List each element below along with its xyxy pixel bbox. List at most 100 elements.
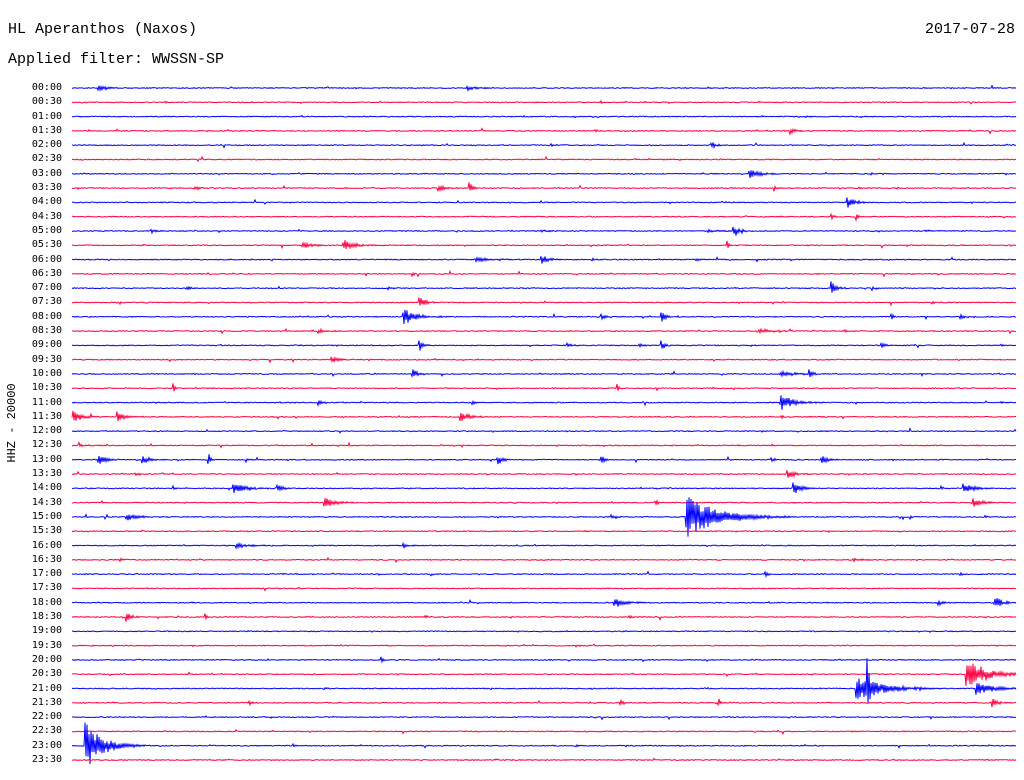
trace-time-label: 19:00 bbox=[31, 625, 62, 637]
trace-time-label: 20:00 bbox=[31, 653, 62, 665]
trace-time-label: 16:00 bbox=[31, 539, 62, 551]
seismic-trace-0000 bbox=[72, 84, 1017, 93]
trace-time-label: 05:30 bbox=[31, 239, 62, 251]
seismic-trace-0900 bbox=[71, 340, 1017, 351]
trace-time-label: 03:00 bbox=[31, 167, 62, 179]
trace-time-label: 06:30 bbox=[31, 267, 62, 279]
trace-time-label: 11:00 bbox=[31, 396, 62, 408]
seismic-trace-0600 bbox=[71, 256, 1017, 264]
trace-time-label: 22:30 bbox=[31, 725, 62, 737]
seismic-trace-0730 bbox=[71, 297, 1017, 307]
trace-time-label: 09:00 bbox=[31, 339, 62, 351]
seismic-trace-1730 bbox=[71, 586, 1017, 592]
trace-time-label: 16:30 bbox=[31, 553, 62, 565]
trace-time-label: 23:00 bbox=[31, 739, 62, 751]
trace-time-label: 00:30 bbox=[31, 96, 62, 108]
seismic-trace-0200 bbox=[71, 141, 1017, 150]
seismic-trace-1000 bbox=[71, 369, 1017, 378]
seismic-trace-0030 bbox=[71, 99, 1017, 105]
seismic-trace-0300 bbox=[71, 170, 1017, 178]
seismic-trace-0500 bbox=[71, 226, 1017, 236]
seismic-trace-2100 bbox=[71, 658, 1017, 703]
seismic-trace-1530 bbox=[71, 529, 1017, 534]
seismic-trace-2130 bbox=[71, 698, 1017, 708]
seismic-trace-1900 bbox=[71, 629, 1017, 634]
trace-time-label: 21:30 bbox=[31, 696, 62, 708]
seismic-trace-1930 bbox=[71, 643, 1016, 648]
trace-time-label: 20:30 bbox=[31, 668, 62, 680]
seismic-trace-1330 bbox=[71, 470, 1017, 479]
seismic-trace-1630 bbox=[71, 556, 1017, 564]
seismic-trace-1100 bbox=[71, 395, 1017, 410]
seismic-trace-0230 bbox=[71, 155, 1017, 163]
trace-time-label: 15:00 bbox=[31, 510, 62, 522]
trace-time-label: 14:30 bbox=[31, 496, 62, 508]
record-date: 2017-07-28 bbox=[924, 21, 1015, 38]
seismic-trace-2300 bbox=[71, 722, 1017, 765]
trace-time-label: 15:30 bbox=[31, 525, 62, 537]
trace-time-label: 00:00 bbox=[31, 82, 62, 93]
seismic-trace-1130 bbox=[71, 410, 1017, 422]
trace-time-label: 21:00 bbox=[31, 682, 62, 694]
seismic-trace-0400 bbox=[71, 197, 1017, 208]
trace-time-label: 06:00 bbox=[31, 253, 62, 265]
seismic-trace-0530 bbox=[72, 240, 1017, 250]
trace-time-label: 08:30 bbox=[31, 325, 62, 337]
seismic-trace-0930 bbox=[71, 355, 1017, 364]
filter-label: Applied filter: WWSSN-SP bbox=[8, 51, 225, 68]
trace-time-label: 09:30 bbox=[31, 353, 62, 365]
seismic-trace-2200 bbox=[71, 715, 1017, 721]
trace-time-label: 13:00 bbox=[31, 453, 62, 465]
trace-time-label: 18:00 bbox=[31, 596, 62, 608]
seismic-trace-0330 bbox=[71, 182, 1017, 193]
seismic-trace-1230 bbox=[72, 441, 1017, 449]
trace-time-label: 12:00 bbox=[31, 425, 62, 437]
seismic-trace-1030 bbox=[71, 383, 1017, 392]
seismic-trace-1600 bbox=[71, 541, 1017, 550]
seismic-trace-1430 bbox=[72, 498, 1017, 507]
seismic-trace-1800 bbox=[72, 598, 1017, 607]
trace-time-label: 18:30 bbox=[31, 611, 62, 623]
seismic-trace-2330 bbox=[71, 757, 1017, 762]
trace-time-label: 17:00 bbox=[31, 568, 62, 580]
seismic-trace-1700 bbox=[71, 570, 1017, 579]
seismic-trace-0700 bbox=[71, 281, 1017, 293]
trace-time-label: 01:00 bbox=[31, 110, 62, 122]
seismic-trace-1400 bbox=[71, 482, 1016, 494]
trace-time-label: 05:00 bbox=[31, 224, 62, 236]
trace-time-label: 13:30 bbox=[31, 468, 62, 480]
trace-time-label: 11:30 bbox=[31, 410, 62, 422]
trace-time-label: 22:00 bbox=[31, 711, 62, 723]
trace-time-label: 03:30 bbox=[31, 182, 62, 194]
seismic-trace-0130 bbox=[71, 127, 1017, 137]
seismic-trace-2030 bbox=[71, 663, 1017, 686]
trace-time-label: 14:00 bbox=[31, 482, 62, 494]
seismic-trace-1500 bbox=[71, 497, 1017, 537]
seismic-trace-0800 bbox=[71, 309, 1017, 324]
trace-time-label: 07:00 bbox=[31, 282, 62, 294]
seismic-trace-1300 bbox=[71, 454, 1017, 465]
seismic-trace-0100 bbox=[71, 114, 1017, 119]
trace-time-label: 04:00 bbox=[31, 196, 62, 208]
trace-time-label: 08:00 bbox=[31, 310, 62, 322]
station-title: HL Aperanthos (Naxos) bbox=[8, 21, 198, 38]
seismic-trace-1830 bbox=[71, 613, 1017, 622]
trace-time-label: 04:30 bbox=[31, 210, 62, 222]
time-label-column: 00:00 00:30 01:00 01:30 02:00 02:30 03:00 03:30… bbox=[0, 0, 64, 780]
trace-time-label: 17:30 bbox=[31, 582, 62, 594]
trace-time-label: 12:30 bbox=[31, 439, 62, 451]
trace-time-label: 19:30 bbox=[31, 639, 62, 651]
trace-time-label: 10:00 bbox=[31, 367, 62, 379]
seismic-trace-2000 bbox=[71, 656, 1017, 664]
trace-time-label: 01:30 bbox=[31, 124, 62, 136]
trace-time-label: 07:30 bbox=[31, 296, 62, 308]
trace-time-label: 02:30 bbox=[31, 153, 62, 165]
seismic-trace-0830 bbox=[71, 327, 1017, 335]
seismic-trace-2230 bbox=[72, 729, 1017, 736]
seismic-trace-0630 bbox=[72, 270, 1016, 278]
trace-time-label: 23:30 bbox=[31, 754, 62, 765]
seismic-trace-1200 bbox=[71, 427, 1017, 434]
trace-time-label: 10:30 bbox=[31, 382, 62, 394]
